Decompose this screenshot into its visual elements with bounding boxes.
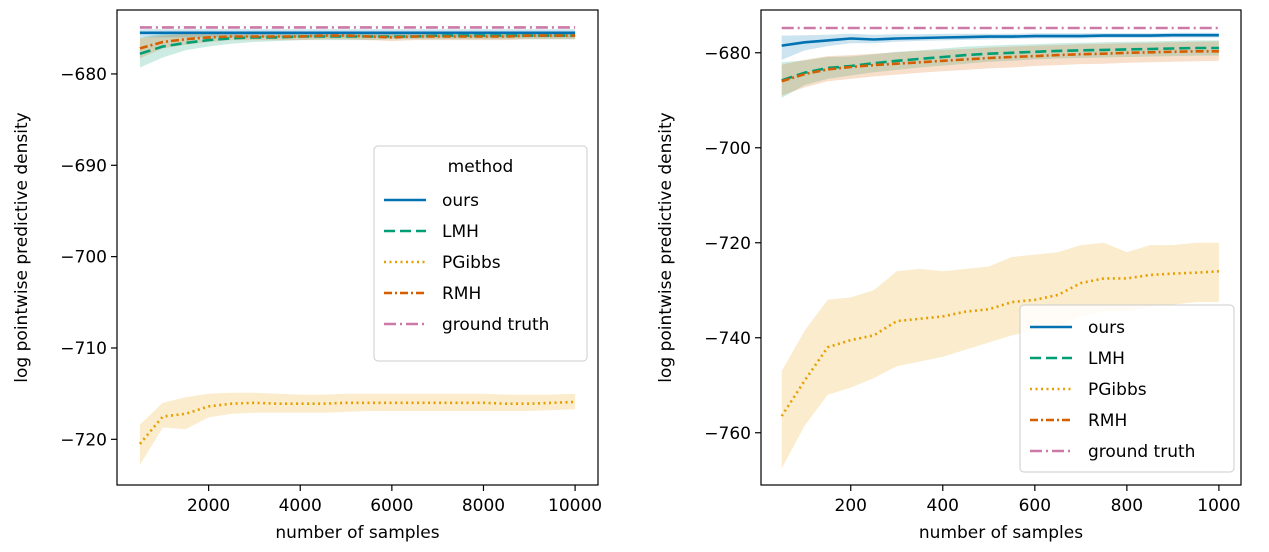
x-tick-label: 6000 [370, 496, 413, 516]
series-line-ours [781, 33, 1219, 47]
legend-label-RMH: RMH [1088, 411, 1127, 431]
band-PGibbs [781, 242, 1219, 469]
right-chart-panel: 200 400 600 800 1000 −760 −740 −720 −700 −680 numb… [656, 9, 1242, 543]
legend-label-ours: ours [442, 191, 479, 211]
y-axis-label: log pointwise predictive density [656, 112, 676, 382]
legend-label-ground_truth: ground truth [442, 315, 549, 335]
legend-title: method [448, 157, 514, 177]
x-tick-label: 1000 [1197, 496, 1240, 516]
series-line-PGibbs [780, 270, 1219, 417]
x-tick-label: 800 [1111, 496, 1143, 516]
legend: method ours LMH PGibbs RMH ground truth [373, 145, 588, 362]
legend-label-LMH: LMH [442, 222, 479, 242]
x-axis-label: number of samples [275, 523, 439, 543]
x-tick-label: 10000 [548, 496, 602, 516]
left-chart-panel: 2000 4000 6000 8000 10000 −720 −710 −700 −690 −68… [12, 9, 602, 543]
legend-box [1019, 304, 1235, 473]
series-line-PGibbs [138, 400, 576, 445]
plot-area [138, 26, 576, 465]
band-RMH [781, 41, 1219, 96]
y-tick-label: −690 [60, 156, 107, 176]
x-tick-label: 2000 [187, 496, 230, 516]
x-tick-label: 8000 [462, 496, 505, 516]
x-tick-label: 4000 [279, 496, 322, 516]
band-PGibbs [139, 392, 576, 465]
y-tick-label: −740 [704, 329, 751, 349]
y-tick-label: −720 [60, 430, 107, 450]
y-tick-label: −700 [60, 248, 107, 268]
legend-label-PGibbs: PGibbs [442, 253, 501, 273]
legend-label-RMH: RMH [442, 284, 481, 304]
x-axis-label: number of samples [919, 523, 1083, 543]
band-LMH [139, 31, 576, 68]
legend-label-LMH: LMH [1088, 349, 1125, 369]
y-tick-label: −760 [704, 424, 751, 444]
x-tick-label: 400 [927, 496, 959, 516]
y-tick-label: −680 [704, 44, 751, 64]
legend-label-ours: ours [1088, 318, 1125, 338]
y-tick-label: −680 [60, 65, 107, 85]
series-line-RMH [139, 34, 576, 50]
band-RMH [139, 31, 576, 59]
plot-area [780, 26, 1219, 469]
y-tick-label: −720 [704, 234, 751, 254]
legend-label-ground_truth: ground truth [1088, 442, 1195, 462]
legend-box [373, 145, 588, 362]
series-line-LMH [781, 46, 1219, 82]
legend: ours LMH PGibbs RMH ground truth [1019, 304, 1235, 473]
y-tick-label: −700 [704, 139, 751, 159]
series-line-RMH [781, 49, 1219, 83]
legend-label-PGibbs: PGibbs [1088, 380, 1147, 400]
axes-frame [760, 9, 1242, 486]
y-axis-label: log pointwise predictive density [12, 112, 32, 382]
y-tick-label: −710 [60, 339, 107, 359]
x-tick-label: 200 [835, 496, 867, 516]
x-tick-label: 600 [1019, 496, 1051, 516]
axes-frame [116, 9, 599, 486]
series-line-LMH [139, 34, 576, 56]
band-LMH [781, 40, 1219, 98]
